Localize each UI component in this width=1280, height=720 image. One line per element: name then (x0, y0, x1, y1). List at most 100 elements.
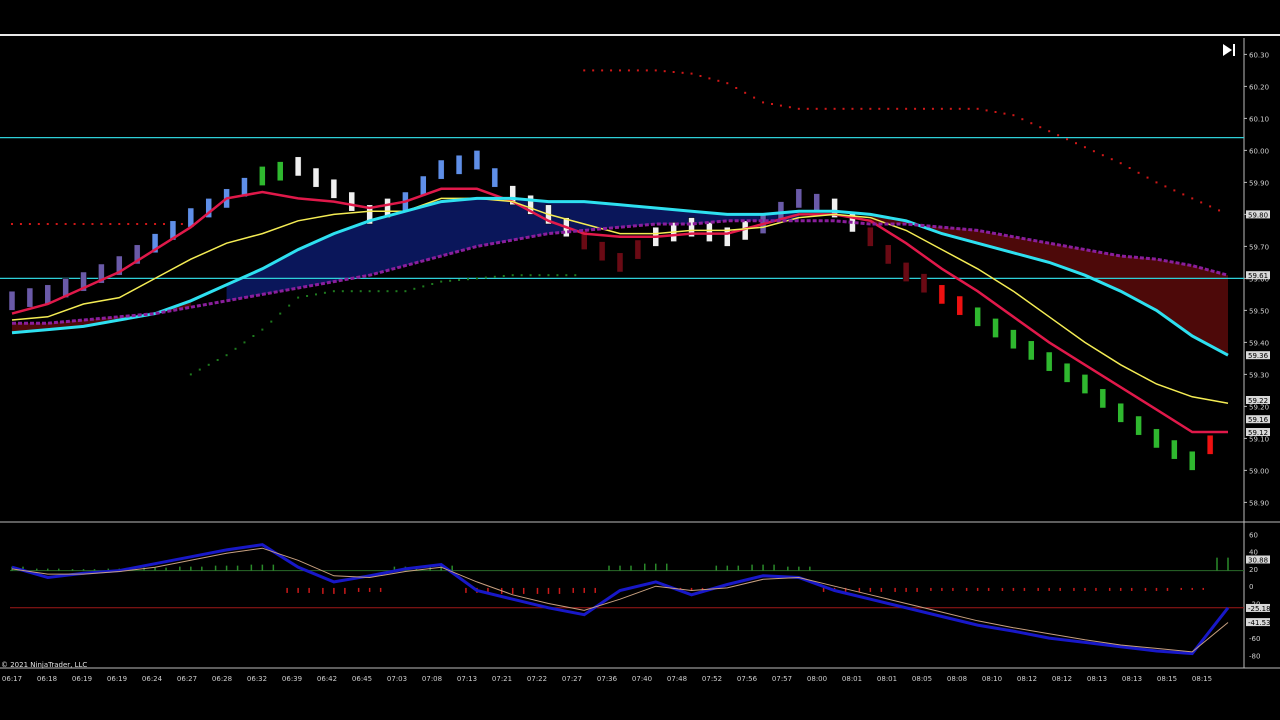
support-dot (279, 312, 282, 315)
top-border (0, 34, 1280, 36)
stop-dot (1110, 158, 1113, 161)
support-dot (216, 359, 219, 361)
support-dot (431, 283, 434, 285)
support-dot (556, 274, 559, 277)
stop-dot (672, 71, 675, 73)
time-label: 07:40 (632, 675, 652, 683)
support-dot (565, 274, 568, 277)
stop-dot (619, 69, 621, 72)
stop-dot (967, 107, 970, 110)
stop-dot (994, 111, 997, 113)
price-tick-label: 59.30 (1249, 371, 1269, 379)
price-tick-label: 60.20 (1249, 83, 1269, 91)
ema-line-2 (11, 197, 1229, 404)
support-dot (270, 320, 273, 323)
stop-dot (1200, 201, 1203, 204)
stop-dot (985, 109, 988, 112)
stop-dot (1146, 176, 1149, 179)
go-to-end-icon[interactable] (1223, 44, 1235, 56)
support-dot (493, 275, 496, 278)
time-label: 08:00 (807, 675, 827, 683)
support-dot (413, 287, 416, 290)
stop-dot (55, 223, 58, 225)
price-tag-label: 59.61 (1248, 272, 1268, 280)
support-dot (458, 279, 461, 281)
support-dot (404, 290, 407, 293)
support-dot (377, 290, 380, 293)
stop-dot (824, 107, 827, 110)
stop-dot (869, 107, 872, 110)
time-label: 08:12 (1017, 675, 1037, 683)
price-tick-label: 59.70 (1249, 243, 1269, 251)
stop-dot (797, 107, 800, 110)
price-tick-label: 58.90 (1249, 499, 1269, 507)
price-bar (312, 167, 320, 188)
price-bar (169, 220, 177, 241)
stop-dot (779, 104, 782, 107)
stop-dot (1119, 162, 1122, 165)
time-label: 08:08 (947, 675, 967, 683)
osc-tag (1246, 618, 1270, 627)
support-dot (341, 290, 344, 293)
price-bar (62, 278, 69, 298)
price-bar (920, 273, 928, 294)
support-dot (198, 368, 201, 371)
stop-dot (610, 69, 613, 72)
stop-dot (645, 69, 648, 72)
stop-dot (1218, 209, 1221, 212)
osc-tick-label: 40 (1249, 549, 1258, 557)
price-bar (348, 191, 356, 212)
price-bar (133, 244, 141, 265)
stop-dot (744, 91, 747, 94)
time-label: 08:01 (842, 675, 862, 683)
osc-tick-label: 0 (1249, 583, 1253, 591)
price-bar (330, 178, 338, 199)
support-dot (297, 296, 300, 299)
time-label: 06:19 (72, 675, 92, 683)
price-bar (974, 306, 981, 327)
support-dot (574, 274, 577, 277)
price-bar (241, 177, 248, 198)
stop-dot (627, 69, 630, 72)
stop-dot (73, 223, 76, 225)
stop-dot (949, 107, 952, 110)
price-bar (598, 241, 606, 262)
stop-dot (1137, 171, 1140, 174)
stop-dot (100, 223, 103, 225)
support-dot (315, 293, 317, 296)
price-tick-label: 60.10 (1249, 115, 1269, 123)
stop-dot (154, 223, 157, 225)
support-dot (234, 347, 237, 350)
price-bar (956, 295, 964, 316)
stop-dot (1083, 146, 1086, 149)
time-label: 06:42 (317, 675, 337, 683)
support-dot (475, 277, 478, 280)
stop-dot (1101, 154, 1104, 157)
stop-dot (1066, 138, 1069, 141)
time-label: 06:19 (107, 675, 127, 683)
price-tag (1246, 428, 1270, 436)
stop-dot (931, 107, 934, 110)
price-bar (1045, 351, 1053, 372)
stop-dot (905, 107, 908, 110)
stop-dot (842, 107, 845, 110)
cloud-red-right (870, 214, 1228, 356)
price-bar (1063, 362, 1071, 383)
copyright-text: © 2021 NinjaTrader, LLC (1, 661, 87, 669)
stop-dot (118, 223, 121, 225)
stop-dot (940, 107, 943, 110)
price-bar (813, 193, 820, 214)
osc-tick-label: -80 (1249, 652, 1260, 660)
price-tick-label: 59.40 (1249, 339, 1269, 347)
stop-dot (887, 107, 890, 110)
price-bar (8, 290, 16, 311)
price-tag-label: 59.22 (1248, 397, 1268, 405)
time-label: 08:13 (1087, 675, 1107, 683)
support-dot (520, 274, 523, 277)
stop-dot (127, 223, 130, 225)
stop-dot (136, 223, 139, 225)
price-tick-label: 60.00 (1249, 147, 1269, 155)
support-dot (207, 363, 210, 366)
time-label: 07:22 (527, 675, 547, 683)
